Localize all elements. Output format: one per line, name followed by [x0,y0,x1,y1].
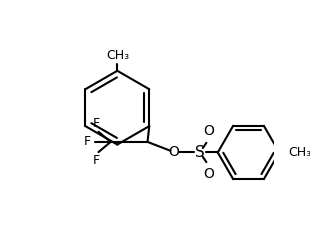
Text: F: F [92,117,100,130]
Text: O: O [168,145,179,160]
Text: F: F [84,135,91,148]
Text: F: F [92,154,100,167]
Text: CH₃: CH₃ [106,49,129,62]
Text: S: S [195,145,205,160]
Text: O: O [204,167,215,181]
Text: CH₃: CH₃ [288,146,310,159]
Text: O: O [204,124,215,137]
